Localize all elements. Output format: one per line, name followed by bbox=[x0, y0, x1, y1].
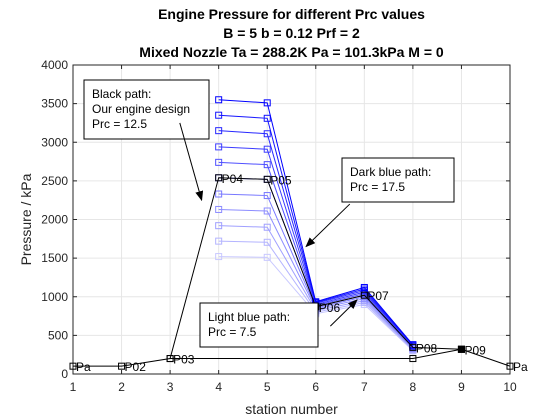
station-label: P05 bbox=[270, 173, 292, 187]
series-point bbox=[215, 205, 223, 213]
station-label: Pa bbox=[513, 360, 528, 374]
annotation-text: Prc = 12.5 bbox=[92, 117, 147, 131]
y-tick-label: 2500 bbox=[41, 174, 68, 188]
station-labels: Pa P02 P03 P04 P05 P06 P07 P08 P09 Pa bbox=[76, 172, 528, 374]
annotation: Light blue path:Prc = 7.5 bbox=[199, 299, 358, 348]
station-label: P08 bbox=[416, 341, 438, 355]
y-tick-label: 1500 bbox=[41, 251, 68, 265]
series-point bbox=[263, 161, 271, 169]
bypass-path-line bbox=[170, 348, 462, 360]
annotation-text: Prc = 7.5 bbox=[208, 325, 257, 339]
station-label: Pa bbox=[76, 360, 91, 374]
base-path-point bbox=[409, 343, 417, 351]
series-point bbox=[263, 114, 271, 122]
annotation-text: Black path: bbox=[92, 87, 151, 101]
series-point bbox=[360, 283, 368, 291]
x-tick-label: 10 bbox=[503, 380, 517, 394]
x-tick-label: 7 bbox=[361, 380, 368, 394]
y-tick-label: 1000 bbox=[41, 290, 68, 304]
annotation-text: Dark blue path: bbox=[350, 165, 431, 179]
y-tick-label: 500 bbox=[48, 328, 68, 342]
series-point bbox=[263, 130, 271, 138]
annotation-arrow bbox=[329, 299, 358, 327]
x-tick-label: 2 bbox=[118, 380, 125, 394]
y-tick-label: 3500 bbox=[41, 97, 68, 111]
x-tick-label: 4 bbox=[215, 380, 222, 394]
x-tick-label: 6 bbox=[312, 380, 319, 394]
series-point bbox=[215, 127, 223, 135]
series-point bbox=[263, 253, 271, 261]
bypass-path-point bbox=[409, 355, 417, 363]
station-label: P03 bbox=[173, 353, 195, 367]
annotation-box bbox=[341, 157, 455, 203]
series-point bbox=[263, 145, 271, 153]
chart-subtitle-conditions: Mixed Nozzle Ta = 288.2K Pa = 101.3kPa M… bbox=[139, 44, 444, 60]
annotation-box bbox=[83, 79, 210, 140]
annotation: Dark blue path:Prc = 17.5 bbox=[305, 157, 455, 248]
series-point bbox=[215, 253, 223, 261]
base-path-point bbox=[263, 175, 271, 183]
y-axis-label: Pressure / kPa bbox=[18, 173, 34, 265]
series-point bbox=[215, 222, 223, 230]
series-point bbox=[263, 207, 271, 215]
station-label: P09 bbox=[464, 343, 486, 357]
station-label: P07 bbox=[367, 289, 389, 303]
station-label: P06 bbox=[319, 301, 341, 315]
annotation-text: Light blue path: bbox=[208, 310, 290, 324]
station-label: P02 bbox=[125, 360, 147, 374]
series-point bbox=[215, 96, 223, 104]
base-path-point bbox=[69, 362, 77, 370]
y-tick-label: 0 bbox=[61, 367, 68, 381]
x-tick-label: 5 bbox=[264, 380, 271, 394]
series-point bbox=[263, 238, 271, 246]
series-point bbox=[215, 237, 223, 245]
x-tick-label: 1 bbox=[70, 380, 77, 394]
series-point bbox=[215, 111, 223, 119]
base-path-point bbox=[360, 291, 368, 299]
series-point bbox=[215, 143, 223, 151]
annotation-arrow bbox=[305, 203, 351, 248]
fan-exit-marker bbox=[457, 345, 465, 353]
series-line bbox=[218, 99, 414, 345]
base-path-point bbox=[506, 362, 514, 370]
base-path-line bbox=[73, 177, 511, 367]
y-tick-label: 3000 bbox=[41, 135, 68, 149]
station-label: P04 bbox=[222, 172, 244, 186]
annotation-text: Prc = 17.5 bbox=[350, 180, 405, 194]
base-path-point bbox=[215, 174, 223, 182]
bypass-path-point bbox=[166, 355, 174, 363]
series-point bbox=[263, 192, 271, 200]
series-point bbox=[263, 99, 271, 107]
x-tick-label: 9 bbox=[458, 380, 465, 394]
y-tick-label: 2000 bbox=[41, 213, 68, 227]
base-path bbox=[69, 174, 514, 370]
base-path-point bbox=[118, 362, 126, 370]
x-tick-label: 8 bbox=[410, 380, 417, 394]
x-axis-label: station number bbox=[245, 401, 338, 417]
chart-title: Engine Pressure for different Prc values bbox=[158, 6, 425, 22]
ticks: 1 2 3 4 5 6 7 8 9 10 0 500 1000 1500 2000 2500 3000 3500 4… bbox=[41, 58, 517, 394]
annotation-box bbox=[199, 302, 319, 348]
series-point bbox=[263, 223, 271, 231]
series-point bbox=[215, 190, 223, 198]
chart-subtitle-params: B = 5 b = 0.12 Prf = 2 bbox=[223, 25, 360, 41]
series-point bbox=[215, 158, 223, 166]
annotation-arrow bbox=[179, 122, 204, 202]
annotation-text: Our engine design bbox=[92, 102, 190, 116]
x-tick-label: 3 bbox=[167, 380, 174, 394]
y-tick-label: 4000 bbox=[41, 58, 68, 72]
